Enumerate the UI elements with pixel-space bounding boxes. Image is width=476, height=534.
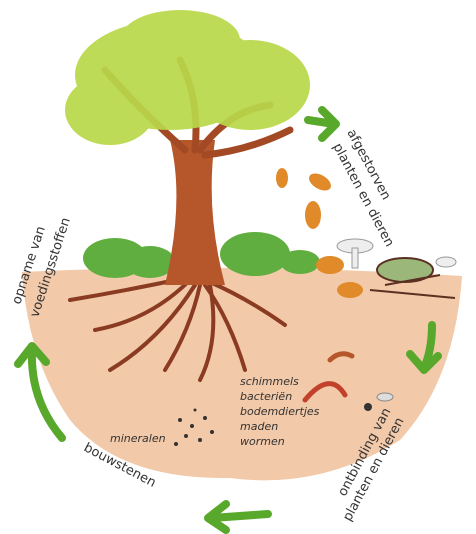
bushes-part — [220, 232, 290, 276]
cycle-arrows-part — [308, 110, 336, 138]
soil-label: mineralen — [110, 432, 166, 445]
decomposer-label: maden — [240, 420, 278, 433]
decomposer-animals-part — [377, 393, 393, 401]
trunk — [165, 140, 225, 285]
decomposer-animals-part — [364, 403, 372, 411]
leaves-part — [337, 282, 363, 298]
cycle-illustration: afgestorven planten en dieren ontbinding… — [0, 0, 476, 534]
mineral-dots-part — [198, 438, 202, 442]
leaves-part — [276, 168, 288, 188]
decomposer-label: wormen — [240, 435, 285, 448]
mineral-dots-part — [203, 416, 207, 420]
mushrooms-part — [352, 248, 358, 268]
mineral-dots-part — [184, 434, 188, 438]
mineral-dots-part — [210, 430, 214, 434]
mushrooms-part — [436, 257, 456, 267]
decomposer-label: schimmels — [240, 375, 299, 388]
bushes-part — [125, 246, 175, 278]
mineral-dots-part — [178, 418, 182, 422]
decomposer-label: bacteriën — [240, 390, 292, 403]
bushes-part — [280, 250, 320, 274]
canopy — [65, 10, 310, 145]
decomposer-label: bodemdiertjes — [240, 405, 320, 418]
canopy-part — [65, 75, 155, 145]
leaves-part — [306, 170, 334, 194]
mineral-dots-part — [174, 442, 178, 446]
canopy-part — [120, 10, 240, 70]
mineral-dots-part — [194, 409, 197, 412]
leaves-part — [305, 201, 321, 229]
mineral-dots-part — [190, 424, 194, 428]
cycle-arrows-part — [208, 504, 268, 530]
leaves-part — [316, 256, 344, 274]
